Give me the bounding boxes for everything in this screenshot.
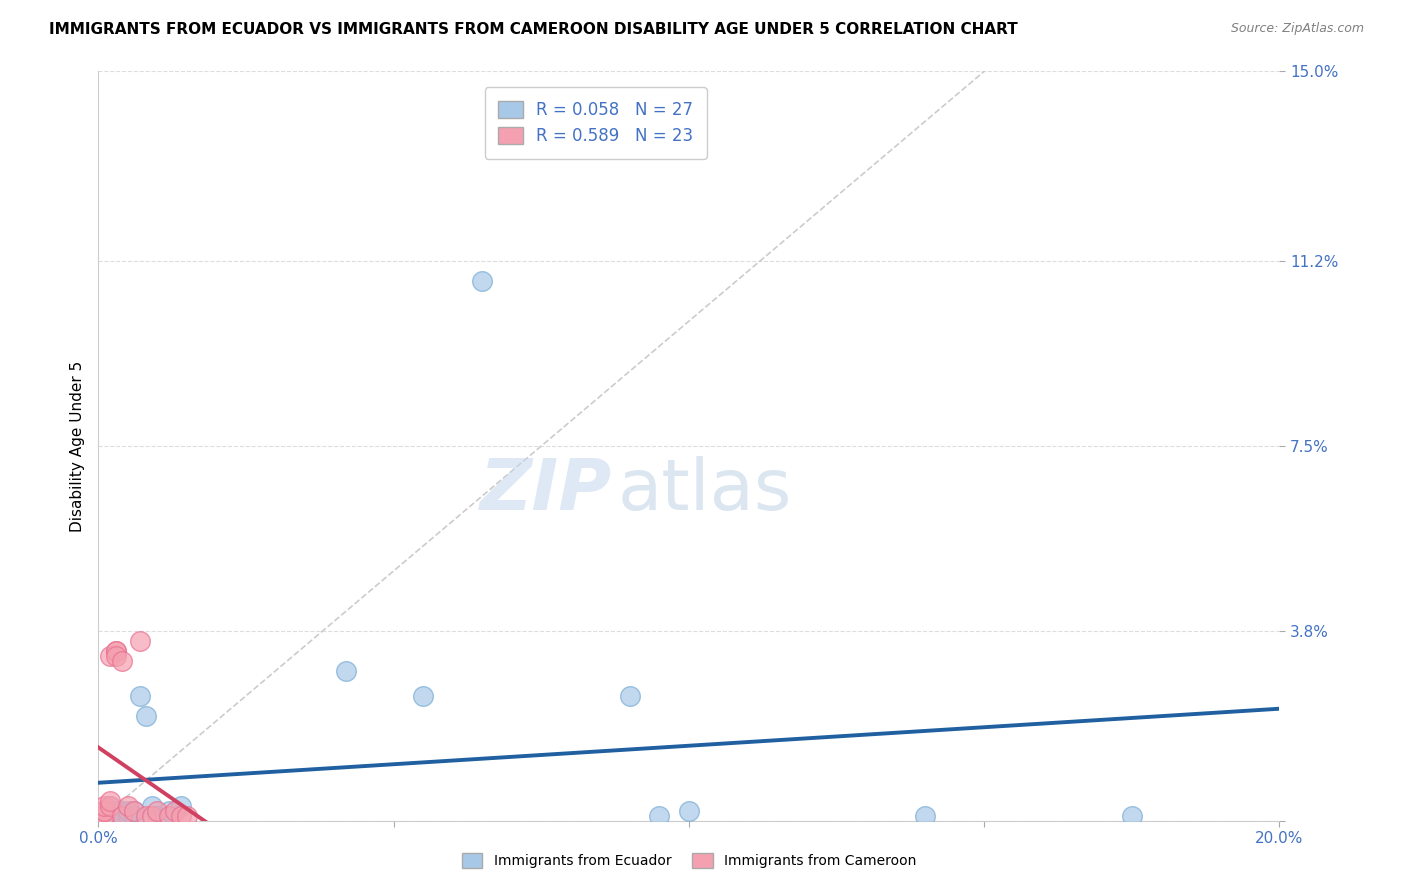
Point <box>619 689 641 703</box>
Point <box>98 808 121 822</box>
Point <box>93 808 115 822</box>
Point <box>914 808 936 822</box>
Point <box>141 808 163 822</box>
Point <box>122 808 145 822</box>
Point <box>157 804 180 818</box>
Point <box>105 644 128 658</box>
Point <box>111 654 134 668</box>
Text: atlas: atlas <box>619 457 793 525</box>
Point <box>98 648 121 663</box>
Point <box>98 798 121 813</box>
Point <box>157 808 180 822</box>
Point <box>93 808 115 822</box>
Point <box>141 798 163 813</box>
Point <box>98 798 121 813</box>
Point <box>111 808 134 822</box>
Point <box>128 689 150 703</box>
Point <box>111 804 134 818</box>
Point <box>93 804 115 818</box>
Point <box>335 664 357 678</box>
Y-axis label: Disability Age Under 5: Disability Age Under 5 <box>69 360 84 532</box>
Legend: Immigrants from Ecuador, Immigrants from Cameroon: Immigrants from Ecuador, Immigrants from… <box>456 847 922 873</box>
Point <box>117 804 139 818</box>
Text: Source: ZipAtlas.com: Source: ZipAtlas.com <box>1230 22 1364 36</box>
Point <box>471 274 494 288</box>
Point <box>135 708 157 723</box>
Point <box>93 808 115 822</box>
Point <box>105 648 128 663</box>
Point <box>176 808 198 822</box>
Point <box>122 804 145 818</box>
Point <box>648 808 671 822</box>
Point <box>146 808 169 822</box>
Point <box>122 804 145 818</box>
Point <box>111 808 134 822</box>
Point <box>93 798 115 813</box>
Point <box>98 804 121 818</box>
Point <box>1121 808 1143 822</box>
Text: ZIP: ZIP <box>479 457 612 525</box>
Point <box>105 644 128 658</box>
Point <box>678 804 700 818</box>
Point <box>98 794 121 808</box>
Point <box>146 804 169 818</box>
Point <box>170 808 193 822</box>
Point <box>165 804 187 818</box>
Point <box>93 804 115 818</box>
Point <box>105 808 128 822</box>
Point <box>93 804 115 818</box>
Point <box>412 689 434 703</box>
Point <box>170 798 193 813</box>
Point <box>128 633 150 648</box>
Point <box>135 808 157 822</box>
Text: IMMIGRANTS FROM ECUADOR VS IMMIGRANTS FROM CAMEROON DISABILITY AGE UNDER 5 CORRE: IMMIGRANTS FROM ECUADOR VS IMMIGRANTS FR… <box>49 22 1018 37</box>
Point <box>105 804 128 818</box>
Point <box>117 808 139 822</box>
Point <box>117 798 139 813</box>
